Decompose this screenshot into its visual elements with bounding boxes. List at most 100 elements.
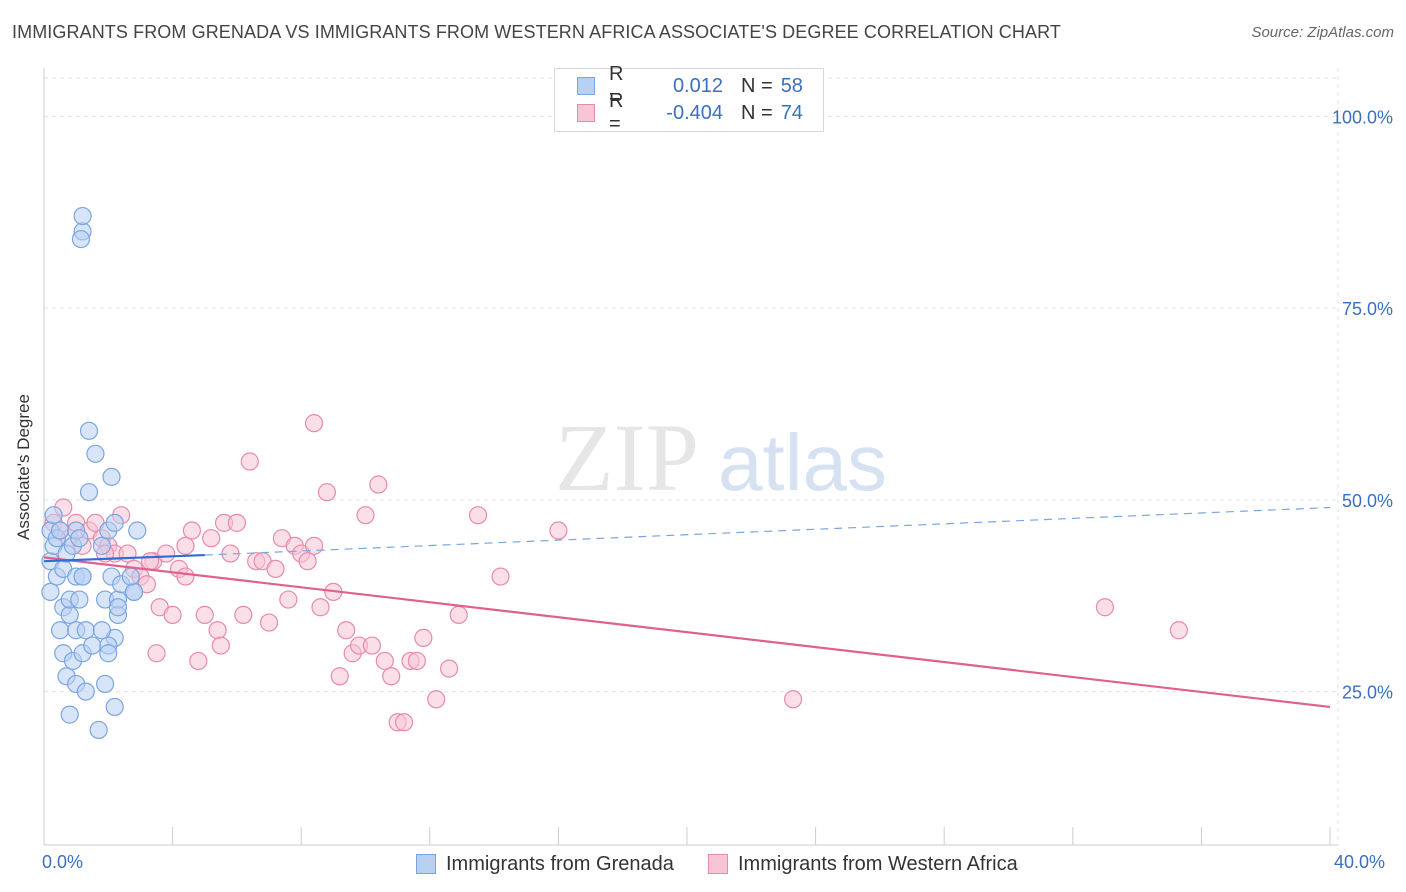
western-africa-point <box>147 644 166 663</box>
grenada-point <box>60 705 79 724</box>
bottom-legend-swatch-pink <box>708 854 728 874</box>
grenada-point <box>92 621 111 640</box>
western-africa-point <box>189 651 208 671</box>
y-axis-label: Associate's Degree <box>14 394 33 540</box>
grenada-point <box>108 598 128 617</box>
bottom-legend-label: Immigrants from Western Africa <box>738 852 1018 875</box>
grenada-point <box>60 605 79 625</box>
grenada-point <box>95 674 115 694</box>
grenada-point <box>73 567 92 586</box>
y-tick-labels: 25.0% 50.0% 75.0% 100.0% <box>1332 107 1393 702</box>
western-africa-point <box>176 567 195 586</box>
western-africa-point <box>449 605 468 625</box>
bottom-legend-western-africa: Immigrants from Western Africa <box>708 852 1018 876</box>
legend-swatch-pink <box>577 104 595 122</box>
legend-row-western-africa: R = -0.404 N = 74 <box>577 90 803 135</box>
western-africa-point <box>157 544 176 563</box>
grenada-point <box>50 621 70 640</box>
watermark: ZIP atlas <box>555 404 887 511</box>
bottom-legend-grenada: Immigrants from Grenada <box>416 852 674 876</box>
western-africa-point <box>337 621 356 640</box>
western-africa-point <box>279 590 298 609</box>
grenada-point <box>105 513 124 532</box>
western-africa-trend-line <box>43 556 1331 709</box>
grenada-point <box>70 590 89 609</box>
western-africa-point <box>407 651 427 671</box>
grenada-point <box>70 529 89 548</box>
legend-n-value: 74 <box>780 101 803 124</box>
grenada-point <box>41 582 60 601</box>
grenada-point <box>79 483 99 502</box>
grenada-point <box>102 467 121 486</box>
legend-n-label: N = <box>741 101 773 124</box>
western-africa-point <box>1095 598 1115 617</box>
source-label: Source: ZipAtlas.com <box>1251 24 1394 41</box>
western-africa-point <box>259 613 279 632</box>
grenada-point <box>44 506 63 525</box>
trend-lines <box>43 506 1331 709</box>
western-africa-point <box>240 452 259 471</box>
x-tick-max: 40.0% <box>1334 852 1386 872</box>
grenada-trend-extension <box>204 506 1331 556</box>
western-africa-point <box>227 513 246 532</box>
grenada-point <box>105 697 124 717</box>
grenada-point <box>99 644 118 663</box>
axes <box>43 68 1338 846</box>
western-africa-point <box>783 690 803 709</box>
western-africa-point <box>382 667 401 686</box>
western-africa-point <box>369 475 388 494</box>
watermark-atlas: atlas <box>718 418 887 507</box>
legend-r-value: -0.404 <box>666 101 723 124</box>
western-africa-point <box>427 690 446 709</box>
western-africa-point <box>414 628 433 648</box>
legend-n-value: 58 <box>780 74 803 97</box>
legend-n-label: N = <box>741 74 773 97</box>
western-africa-point <box>118 544 137 563</box>
western-africa-point <box>208 621 227 640</box>
western-africa-point <box>266 559 285 578</box>
western-africa-point <box>311 598 330 617</box>
legend-r-label: R = <box>609 90 624 135</box>
grenada-point <box>128 521 147 540</box>
western-africa-point <box>182 521 201 540</box>
western-africa-point <box>195 605 214 625</box>
western-africa-point <box>140 552 160 571</box>
western-africa-point <box>304 536 324 555</box>
western-africa-point <box>298 552 317 571</box>
grenada-point <box>76 682 95 701</box>
grenada-point <box>86 444 105 463</box>
legend-r-value: 0.012 <box>672 74 723 97</box>
grenada-point <box>83 636 102 655</box>
grid <box>44 68 1339 845</box>
western-africa-point <box>356 506 375 525</box>
grenada-point <box>92 536 111 555</box>
y-tick-label: 100.0% <box>1332 107 1393 127</box>
y-tick-label: 25.0% <box>1342 683 1393 703</box>
grenada-point <box>71 229 91 249</box>
bottom-legend-label: Immigrants from Grenada <box>446 852 674 875</box>
western-africa-point <box>1169 621 1188 640</box>
western-africa-point <box>491 567 510 586</box>
western-africa-point <box>176 536 195 555</box>
western-africa-point <box>317 483 337 502</box>
bottom-legend-swatch-blue <box>416 854 436 874</box>
grenada-point <box>73 206 92 226</box>
x-tick-min: 0.0% <box>42 852 84 872</box>
y-tick-label: 50.0% <box>1342 491 1393 511</box>
western-africa-point <box>375 651 394 671</box>
grenada-point <box>124 582 144 601</box>
grenada-point <box>76 621 95 640</box>
western-africa-point <box>330 667 349 686</box>
grenada-trend-line <box>43 553 205 563</box>
western-africa-point <box>362 636 382 655</box>
correlation-legend: R = 0.012 N = 58 R = -0.404 N = 74 <box>554 63 824 135</box>
grenada-point <box>50 521 70 540</box>
grenada-points <box>41 206 147 740</box>
western-africa-point <box>439 659 459 678</box>
western-africa-point <box>394 713 414 732</box>
western-africa-point <box>211 636 230 655</box>
y-tick-label: 75.0% <box>1342 299 1393 319</box>
legend-swatch-blue <box>577 77 595 95</box>
western-africa-point <box>549 521 568 540</box>
western-africa-point <box>234 605 253 625</box>
